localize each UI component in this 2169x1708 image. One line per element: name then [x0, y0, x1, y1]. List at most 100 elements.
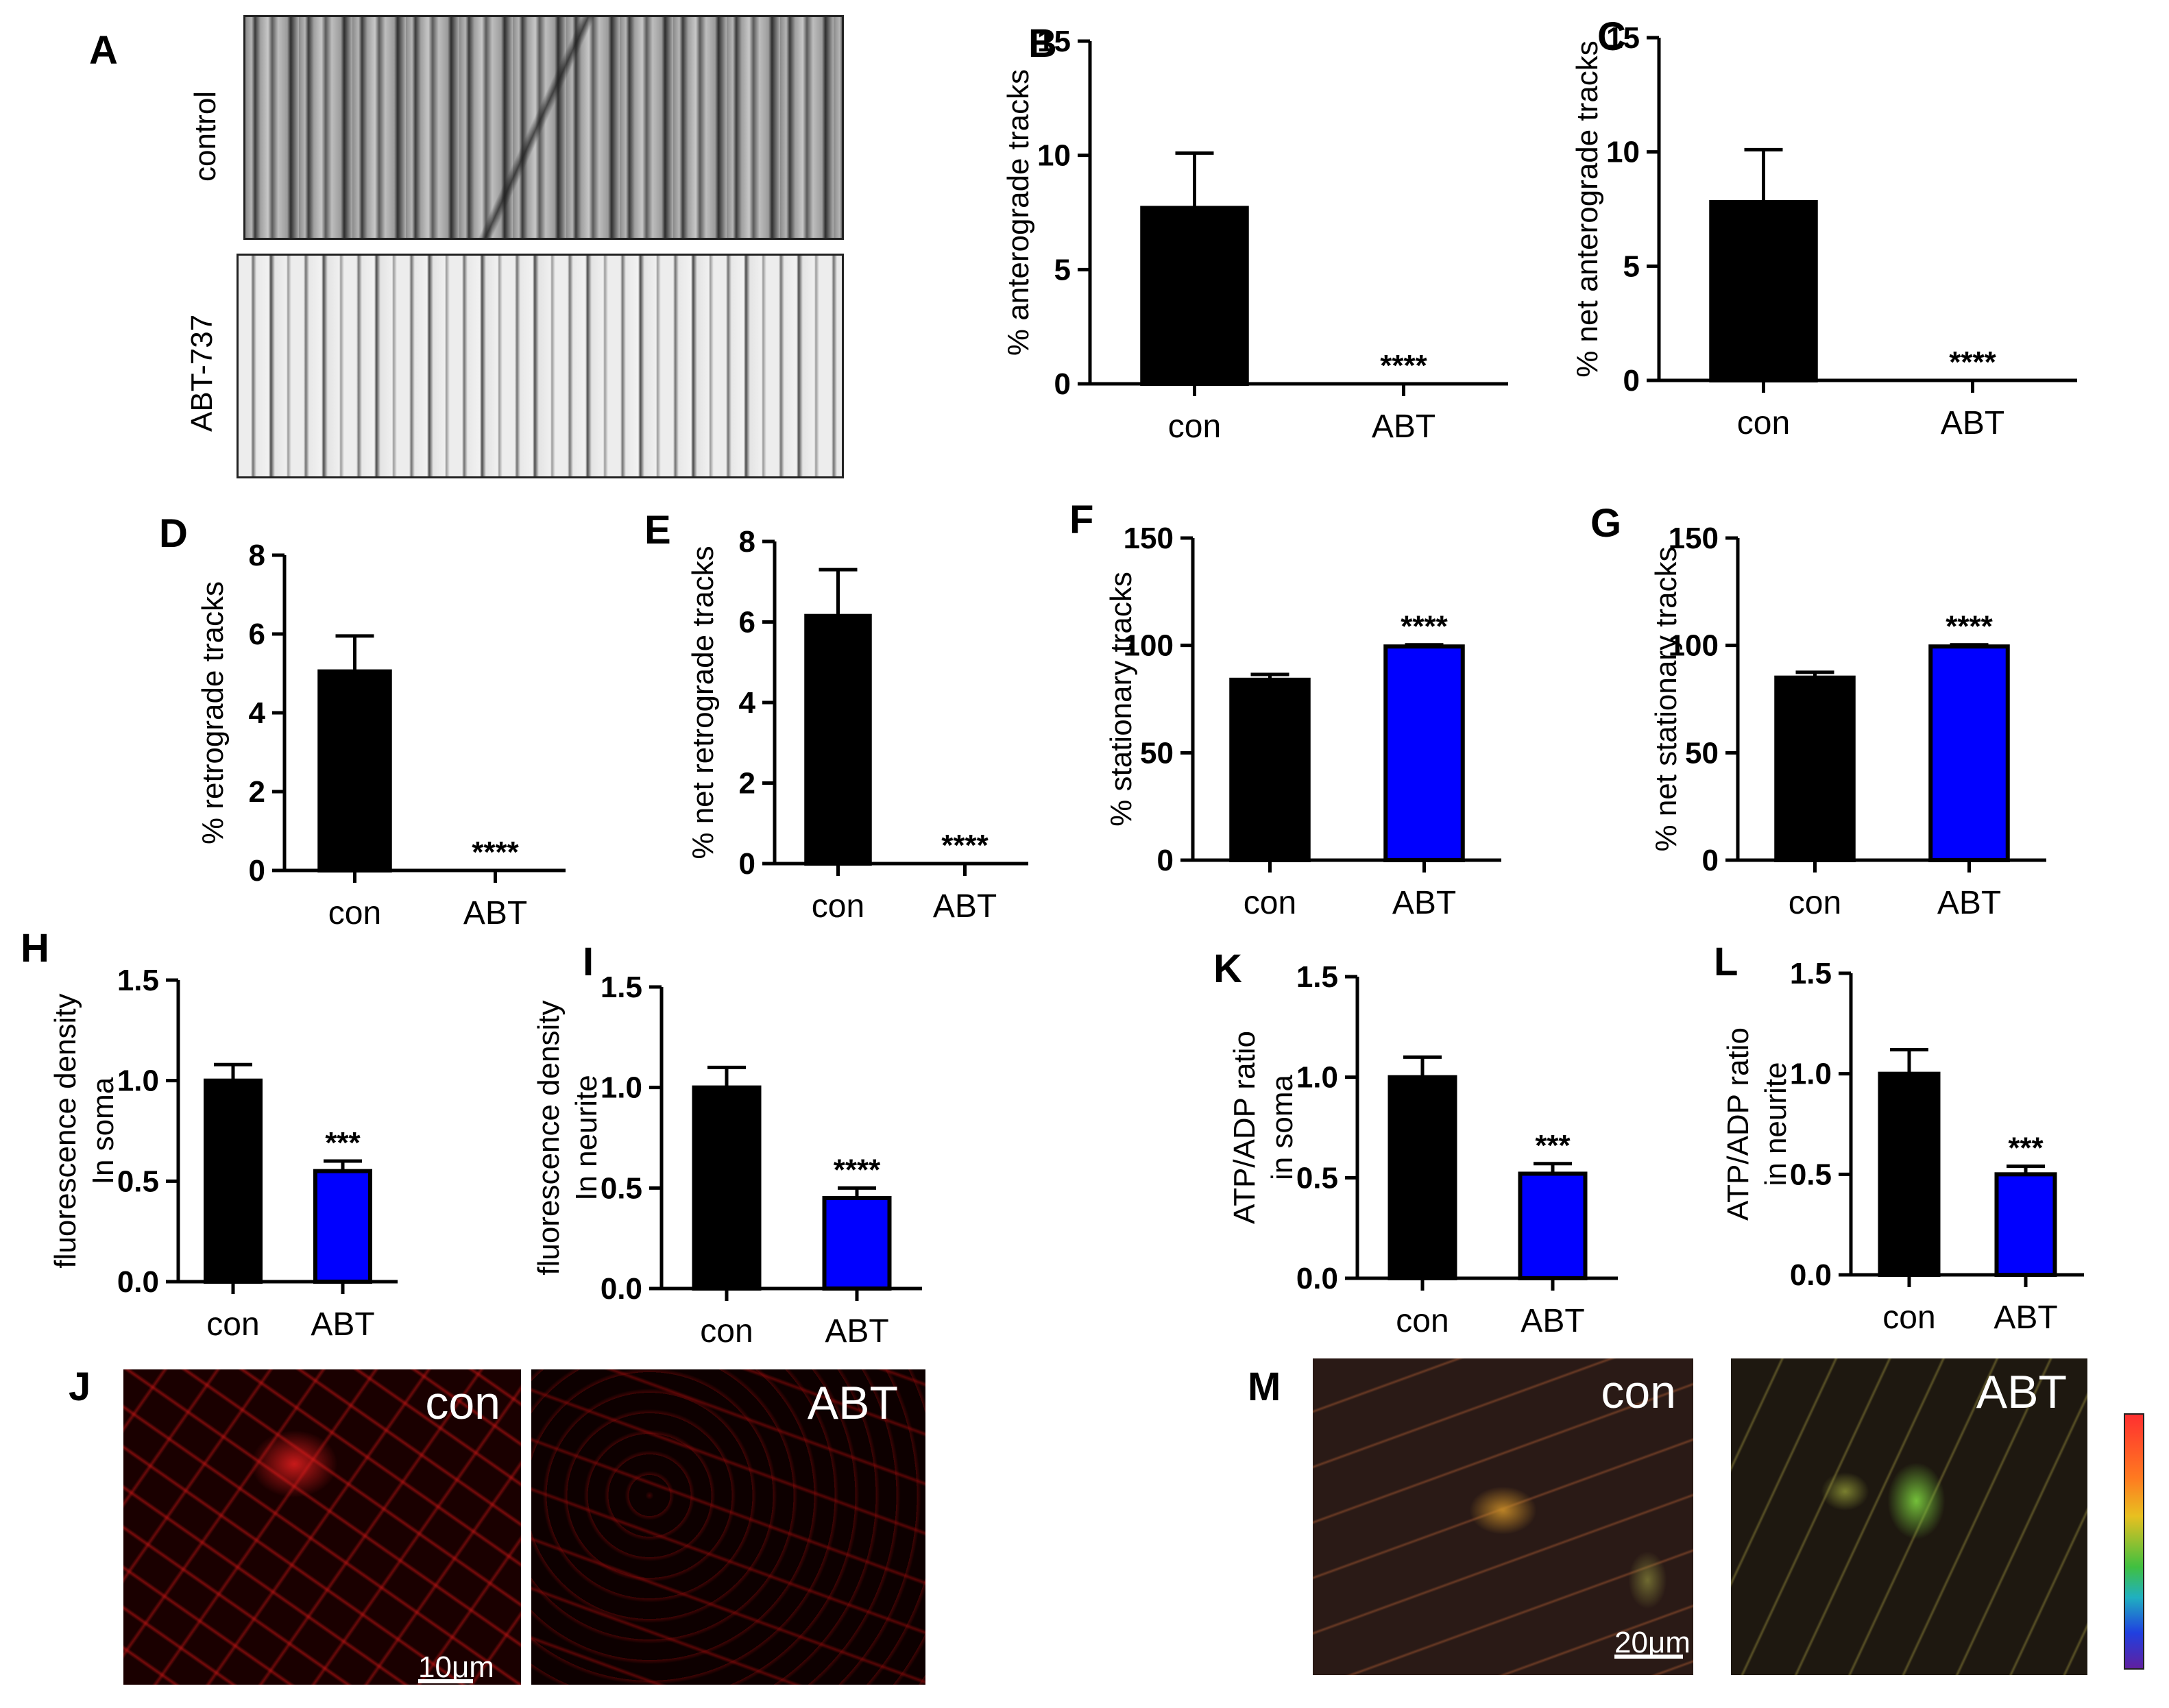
significance-label: ***	[2008, 1132, 2044, 1165]
y-tick-label: 10	[1606, 136, 1640, 169]
panel-letter-g: G	[1590, 501, 1622, 546]
panel-letter-l: L	[1714, 940, 1738, 984]
y-axis-label: % stationary tracks	[1104, 572, 1138, 827]
y-tick-label: 5	[1054, 253, 1071, 286]
kymograph-abt-image	[237, 254, 844, 478]
kymograph-control-label: control	[189, 90, 222, 182]
bar-con	[1774, 675, 1856, 863]
significance-label: ***	[1535, 1129, 1571, 1162]
chart-k: 0.0 0.5 1.0 1.5 ATP/ADP ratio in soma con ABT **…	[1228, 960, 1618, 1339]
x-tick-label: ABT	[1520, 1303, 1584, 1339]
y-axis-label: In soma	[86, 1077, 120, 1184]
x-tick-label: ABT	[825, 1313, 888, 1350]
x-tick-label: con	[1244, 885, 1296, 921]
bar-ABT	[1928, 644, 2010, 862]
bar-con	[1709, 200, 1818, 382]
significance-label: ****	[1401, 610, 1448, 644]
x-tick-label: ABT	[311, 1306, 374, 1343]
y-tick-label: 2	[739, 767, 755, 801]
y-tick-label: 2	[249, 775, 265, 809]
ratio-colour-scale	[2124, 1413, 2144, 1670]
micrograph-j-abt: ABT	[531, 1369, 925, 1685]
y-tick-label: 0.5	[1790, 1158, 1832, 1191]
y-tick-label: 0	[1702, 844, 1719, 877]
y-tick-label: 15	[1606, 21, 1640, 55]
panel-letter-c: C	[1597, 14, 1626, 59]
significance-label: ****	[1380, 349, 1427, 382]
y-axis-label: % net stationary tracks	[1649, 546, 1683, 851]
chart-l: 0.0 0.5 1.0 1.5 ATP/ADP ratio in neurite con AB…	[1721, 957, 2084, 1336]
bar-ABT	[1383, 644, 1465, 862]
y-axis-label: % net anterograde tracks	[1571, 40, 1604, 378]
x-tick-label: ABT	[1937, 885, 2001, 921]
y-axis-label: fluorescence density	[49, 993, 82, 1268]
y-tick-label: 8	[249, 539, 265, 572]
micrograph-j-scale-bar	[418, 1679, 473, 1683]
panel-letter-d: D	[159, 511, 188, 556]
bar-con	[1388, 1075, 1457, 1281]
y-tick-label: 15	[1037, 25, 1071, 58]
y-axis-label: % retrograde tracks	[196, 581, 230, 844]
micrograph-j-control: con 10μm	[123, 1369, 521, 1685]
y-tick-label: 1.0	[117, 1064, 159, 1098]
significance-label: ***	[325, 1126, 361, 1160]
y-tick-label: 0	[249, 854, 265, 888]
chart-f: 0 50 100 150 % stationary tracks con ABT ****	[1104, 522, 1501, 921]
x-tick-label: con	[700, 1313, 753, 1350]
y-tick-label: 0	[739, 847, 755, 881]
y-axis-label: In neurite	[570, 1075, 603, 1200]
y-tick-label: 4	[739, 686, 756, 720]
y-tick-label: 1.5	[1790, 957, 1832, 990]
panel-letter-f: F	[1069, 498, 1094, 542]
y-axis-label: % anterograde tracks	[1002, 69, 1035, 356]
x-tick-label: ABT	[1994, 1300, 2057, 1336]
y-tick-label: 50	[1140, 736, 1174, 770]
y-tick-label: 0	[1157, 844, 1174, 877]
x-tick-label: con	[1882, 1300, 1935, 1336]
x-tick-label: con	[328, 895, 381, 931]
x-tick-label: ABT	[1392, 885, 1456, 921]
y-axis-label: ATP/ADP ratio	[1228, 1031, 1261, 1224]
bar-con	[692, 1085, 762, 1291]
micrograph-m-scale-bar	[1614, 1655, 1683, 1659]
micrograph-m-abt: ABT	[1731, 1358, 2087, 1675]
chart-g: 0 50 100 150% net stationary tracks con ABT **…	[1649, 522, 2046, 921]
x-tick-label: con	[812, 888, 864, 925]
x-tick-label: con	[1737, 405, 1790, 441]
micrograph-m-scale-label: 20μm	[1614, 1626, 1691, 1659]
y-tick-label: 100	[1669, 629, 1719, 663]
bar-con	[1878, 1071, 1941, 1278]
chart-c: 0 5 10 15% net anterograde tracks con ABT ****	[1571, 21, 2077, 441]
panel-letter-h: H	[21, 926, 49, 971]
micrograph-j-scale-label: 10μm	[418, 1650, 494, 1684]
x-tick-label: con	[1789, 885, 1841, 921]
y-tick-label: 0.5	[1296, 1161, 1338, 1195]
y-tick-label: 0.0	[1296, 1262, 1338, 1295]
chart-e: 0 2 4 6 8 % net retrograde tracks con ABT ****	[686, 525, 1028, 925]
bar-con	[204, 1078, 263, 1284]
y-tick-label: 5	[1623, 249, 1640, 283]
x-tick-label: con	[1396, 1303, 1449, 1339]
panel-letter-j: J	[69, 1365, 91, 1409]
y-axis-label: % net retrograde tracks	[686, 546, 720, 859]
y-tick-label: 6	[249, 618, 265, 651]
bar-ABT	[1518, 1171, 1588, 1281]
y-tick-label: 0.5	[601, 1171, 642, 1205]
y-tick-label: 10	[1037, 139, 1071, 173]
panel-letter-k: K	[1213, 947, 1242, 991]
bar-con	[1140, 206, 1249, 386]
panel-letter-a: A	[89, 28, 118, 73]
bar-con	[317, 669, 392, 873]
panel-letter-b: B	[1028, 21, 1057, 66]
y-tick-label: 0	[1623, 364, 1640, 398]
x-tick-label: con	[1168, 408, 1221, 445]
y-axis-label: in neurite	[1759, 1062, 1793, 1186]
y-tick-label: 0.0	[1790, 1258, 1832, 1292]
micrograph-m-abt-label: ABT	[1976, 1366, 2067, 1418]
micrograph-m-con-label: con	[1601, 1366, 1676, 1418]
kymograph-abt-label: ABT-737	[185, 314, 219, 432]
y-tick-label: 0.0	[601, 1272, 642, 1306]
y-tick-label: 4	[249, 696, 266, 730]
panel-letter-m: M	[1248, 1365, 1281, 1409]
bar-ABT	[1994, 1172, 2057, 1278]
